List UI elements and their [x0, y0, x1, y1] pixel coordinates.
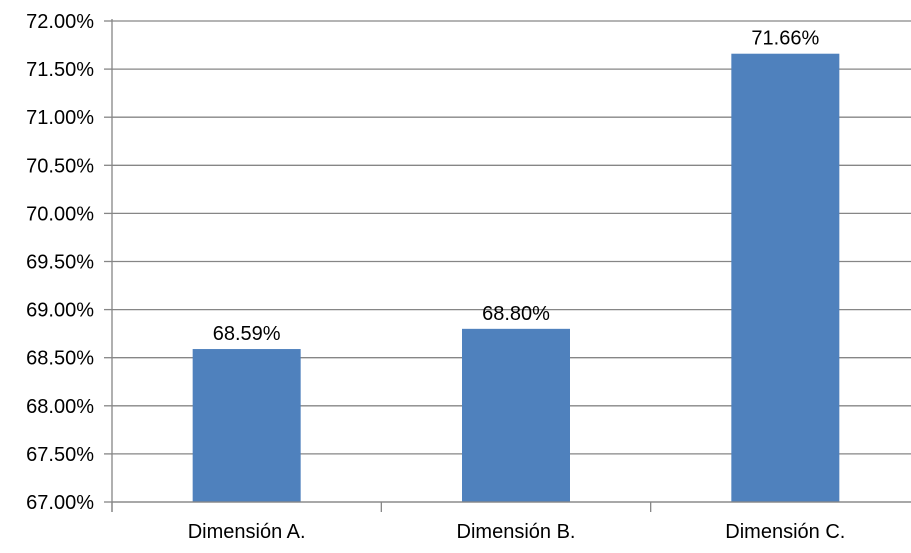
data-label: 68.80%: [482, 303, 550, 325]
data-label: 68.59%: [213, 323, 281, 345]
y-tick-label: 68.00%: [26, 396, 94, 418]
y-tick-label: 72.00%: [26, 11, 94, 33]
x-tick-label: Dimensión B.: [457, 521, 576, 543]
y-tick-label: 70.00%: [26, 203, 94, 225]
y-tick-label: 69.00%: [26, 300, 94, 322]
y-tick-label: 68.50%: [26, 348, 94, 370]
y-tick-label: 71.00%: [26, 107, 94, 129]
bar: [192, 349, 301, 502]
y-tick-label: 67.50%: [26, 444, 94, 466]
y-tick-label: 71.50%: [26, 59, 94, 81]
bar: [731, 53, 840, 502]
labels: 67.00% 67.50% 68.00% 68.50% 69.00% 69.50% 70.0…: [26, 11, 845, 543]
x-tick-label: Dimensión C.: [725, 521, 845, 543]
y-tick-label: 67.00%: [26, 492, 94, 514]
y-tick-label: 70.50%: [26, 155, 94, 177]
bar: [462, 328, 570, 502]
y-tick-label: 69.50%: [26, 252, 94, 274]
x-tick-label: Dimensión A.: [188, 521, 306, 543]
axes: [104, 19, 911, 512]
bars: [192, 53, 840, 502]
data-label: 71.66%: [751, 28, 819, 50]
